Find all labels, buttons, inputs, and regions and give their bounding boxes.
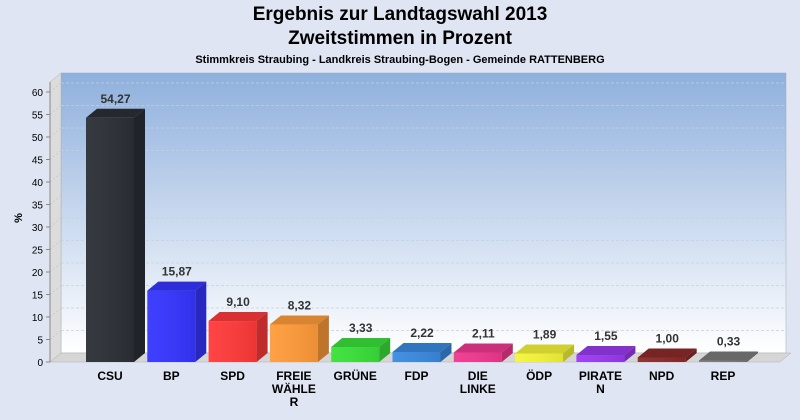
- y-tick-label: 25: [32, 246, 44, 257]
- bar-top: [86, 108, 145, 118]
- y-axis-label: %: [13, 213, 25, 223]
- value-label: 15,87: [162, 265, 192, 279]
- bar-shade: [515, 353, 564, 362]
- bar-side: [501, 343, 513, 362]
- bar-shade: [269, 324, 318, 362]
- category-label: LINKE: [460, 382, 496, 396]
- y-tick-label: 60: [32, 88, 44, 99]
- y-tick-label: 20: [32, 268, 44, 279]
- bar-top: [208, 312, 268, 322]
- bar-shade: [637, 357, 686, 362]
- category-label: WÄHLE: [272, 381, 316, 396]
- bar-shade: [699, 360, 747, 362]
- bar: [147, 281, 207, 362]
- y-tick-label: 15: [32, 291, 44, 302]
- bar-top: [576, 346, 636, 356]
- chart-subtitle: Zweitstimmen in Prozent: [288, 28, 512, 49]
- bar-top: [637, 348, 697, 358]
- bar-top: [515, 344, 575, 354]
- bar: [453, 343, 513, 362]
- bar-side: [440, 343, 452, 362]
- bar-top: [269, 315, 329, 325]
- value-label: 2,22: [410, 326, 434, 340]
- category-label: DIE: [468, 369, 488, 383]
- category-label: GRÜNE: [334, 368, 377, 383]
- category-label: PIRATE: [579, 369, 622, 383]
- bar: [269, 315, 329, 362]
- value-label: 0,33: [717, 335, 741, 349]
- value-label: 1,89: [533, 327, 557, 341]
- bar-shade: [147, 290, 196, 362]
- value-label: 1,55: [594, 329, 618, 343]
- bar: [208, 312, 268, 362]
- bar: [86, 108, 145, 362]
- bar-side: [685, 348, 697, 362]
- bar: [576, 346, 636, 362]
- value-label: 9,10: [226, 295, 250, 309]
- category-label: REP: [711, 369, 736, 383]
- category-label: ÖDP: [526, 368, 552, 383]
- bar-top: [392, 343, 452, 353]
- category-label: SPD: [220, 369, 245, 383]
- bar-side: [195, 281, 207, 362]
- y-tick-label: 0: [37, 358, 43, 369]
- bar-side: [747, 351, 758, 362]
- bar: [515, 344, 575, 362]
- bar-side: [256, 312, 268, 362]
- bar-top: [331, 338, 391, 348]
- category-label: R: [290, 395, 299, 409]
- category-label: NPD: [649, 369, 675, 383]
- category-label: N: [596, 382, 605, 396]
- bar: [392, 343, 452, 362]
- value-label: 1,00: [656, 332, 680, 346]
- category-label: FDP: [405, 369, 429, 383]
- value-label: 2,11: [472, 327, 495, 341]
- y-tick-label: 45: [32, 156, 44, 167]
- bar-top: [147, 281, 207, 291]
- bar-side: [134, 108, 145, 362]
- y-tick-label: 55: [32, 111, 44, 122]
- chart-title: Ergebnis zur Landtagswahl 2013: [252, 4, 548, 25]
- value-label: 8,32: [288, 299, 312, 313]
- y-tick-label: 35: [32, 201, 44, 212]
- category-label: BP: [163, 369, 180, 383]
- category-label: CSU: [97, 369, 122, 383]
- value-label: 3,33: [349, 321, 373, 335]
- bar-side: [379, 338, 391, 362]
- chart-subsubtitle: Stimmkreis Straubing - Landkreis Straubi…: [195, 54, 605, 66]
- bar-side: [317, 315, 329, 362]
- bar-shade: [453, 352, 502, 362]
- value-label: 54,27: [100, 92, 130, 106]
- bar: [699, 351, 758, 362]
- bar-side: [563, 344, 575, 362]
- bar-side: [624, 346, 636, 362]
- bar: [331, 338, 391, 362]
- y-tick-label: 40: [32, 178, 44, 189]
- bar-shade: [576, 355, 625, 362]
- bar-shade: [86, 117, 134, 362]
- category-label: FREIE: [276, 369, 311, 383]
- bar-shade: [331, 347, 380, 362]
- left-wall: [49, 72, 62, 363]
- y-tick-label: 10: [32, 313, 44, 324]
- bar-top: [699, 351, 758, 361]
- bar-shade: [392, 352, 441, 362]
- bar: [637, 348, 697, 362]
- y-tick-label: 5: [37, 336, 43, 347]
- bar-top: [453, 343, 513, 353]
- bar-shade: [208, 321, 257, 362]
- y-tick-label: 30: [32, 223, 44, 234]
- y-tick-label: 50: [32, 133, 44, 144]
